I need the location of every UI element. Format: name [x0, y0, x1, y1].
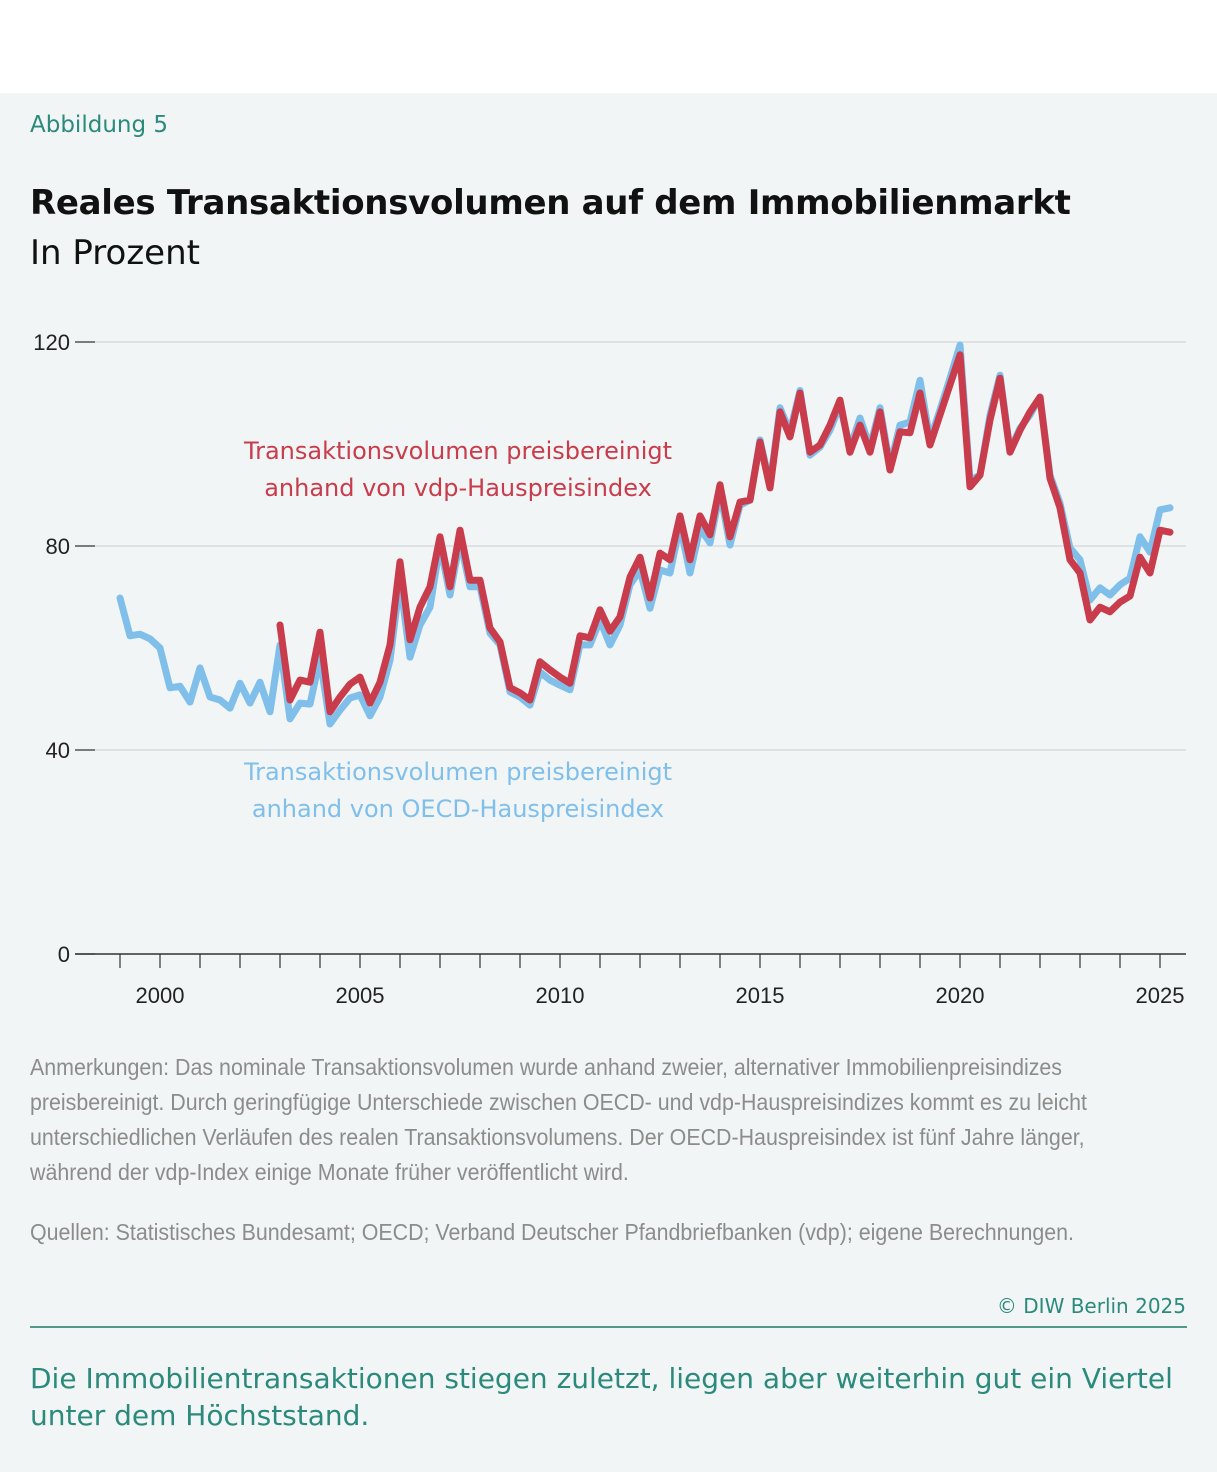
- x-tick-label: 2020: [936, 983, 985, 1008]
- figure-label: Abbildung 5: [30, 112, 169, 138]
- divider: [30, 1326, 1187, 1328]
- summary-text: Die Immobilientransaktionen stiegen zule…: [30, 1362, 1173, 1432]
- x-tick-label: 2000: [136, 983, 185, 1008]
- x-tick-label: 2015: [736, 983, 785, 1008]
- y-tick-label: 40: [46, 738, 70, 763]
- y-tick-label: 80: [46, 534, 70, 559]
- x-tick-label: 2005: [336, 983, 385, 1008]
- remarks-note: Anmerkungen: Das nominale Transaktionsvo…: [30, 1054, 1087, 1185]
- line-chart: 0 40 80 120 2000 2005 2010 2015 2020 2025 Transakt…: [33, 330, 1186, 1008]
- figure-panel: [0, 93, 1217, 1472]
- sources-note: Quellen: Statistisches Bundesamt; OECD; …: [30, 1219, 1074, 1245]
- y-tick-label: 0: [58, 942, 70, 967]
- series-label: Transaktionsvolumen preisbereinigt: [243, 758, 672, 786]
- copyright: © DIW Berlin 2025: [996, 1294, 1186, 1318]
- x-tick-label: 2025: [1136, 983, 1185, 1008]
- series-label: anhand von vdp-Hauspreisindex: [264, 474, 652, 502]
- series-label: anhand von OECD-Hauspreisindex: [252, 795, 664, 823]
- chart-title: Reales Transaktionsvolumen auf dem Immob…: [30, 183, 1071, 223]
- series-line-vdp: [276, 351, 1174, 716]
- y-tick-label: 120: [33, 330, 70, 355]
- chart-subtitle: In Prozent: [30, 233, 200, 273]
- series-label: Transaktionsvolumen preisbereinigt: [243, 437, 672, 465]
- x-tick-label: 2010: [536, 983, 585, 1008]
- series-line-oecd: [116, 341, 1174, 728]
